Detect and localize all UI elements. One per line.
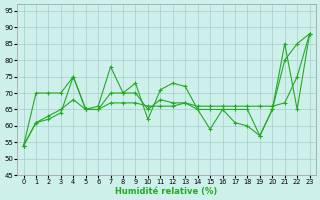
X-axis label: Humidité relative (%): Humidité relative (%) xyxy=(116,187,218,196)
